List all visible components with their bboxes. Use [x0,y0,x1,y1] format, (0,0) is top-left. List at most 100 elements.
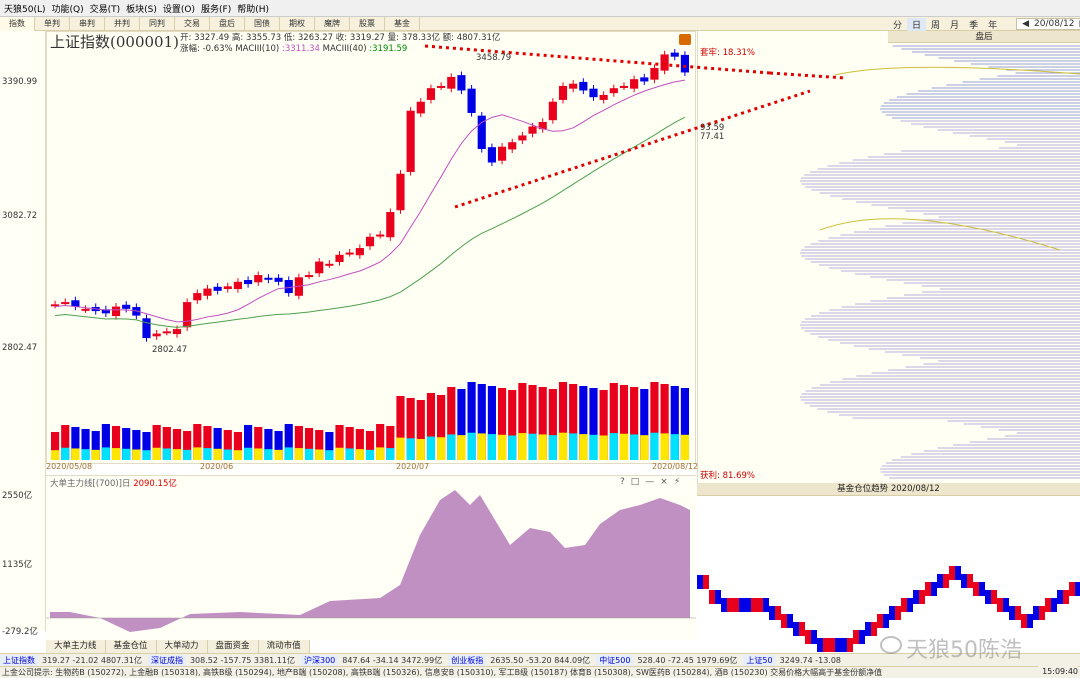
fund-step [841,638,847,652]
menu-item-trade[interactable]: 交易(T) [89,4,121,15]
tab-stocks[interactable]: 股票 [350,16,385,31]
candle-body [386,212,395,238]
fund-step [703,575,709,589]
settings-icon[interactable]: ⚡ [673,477,687,487]
volume-bar [670,386,679,460]
volume-bar-lower [447,434,456,460]
period-minute[interactable]: 分 [893,20,903,31]
fund-step [1069,582,1075,596]
tab-big-order-power[interactable]: 大单动力 [156,640,208,653]
fund-step [979,582,985,596]
maximize-icon[interactable]: □ [630,477,646,487]
period-day[interactable]: 日 [907,17,927,31]
fund-step [949,566,955,580]
profit-ratio: 获利: 81.69% [700,471,755,481]
tab-serial[interactable]: 串判 [70,16,105,31]
tab-index[interactable]: 指数 [0,16,35,31]
minimize-icon[interactable]: — [645,477,661,487]
menu-item-function[interactable]: 功能(Q) [51,4,84,15]
candle-body [71,300,80,307]
fund-step [907,598,913,612]
fund-step [865,622,871,636]
tab-magic[interactable]: 魔牌 [315,16,350,31]
volume-bar-lower [457,435,466,460]
candle-body [660,54,669,71]
tab-same[interactable]: 同判 [140,16,175,31]
volume-bar [91,431,100,460]
volume-bar [51,432,60,460]
volume-bar [254,427,263,460]
volume-bar [619,385,629,460]
tab-main-force-line[interactable]: 大单主力线 [46,640,106,653]
candle-body [254,275,263,283]
volume-bar-lower [172,449,182,460]
volume-bar [284,424,293,460]
candle-body [619,85,629,88]
fund-step [751,598,757,612]
volume-bar-lower [233,450,243,460]
quote-name-cyb[interactable]: 创业板指 [448,654,487,666]
tab-single[interactable]: 单判 [35,16,70,31]
fund-step [985,590,991,604]
quote-name-zz500[interactable]: 中证500 [596,654,634,666]
period-quarter[interactable]: 季 [969,20,979,31]
candle-body [355,248,364,256]
quote-vals-zz500: 528.40 -72.45 1979.69亿 [637,655,738,665]
fund-step [1039,606,1045,620]
volume-bar [203,426,212,460]
candle-body [447,76,456,89]
tab-float-market-value[interactable]: 流动市值 [258,640,310,653]
quote-name-sh[interactable]: 上证指数 [0,654,38,666]
quote-name-sz[interactable]: 深证成指 [147,654,186,666]
candle-body [680,54,689,73]
fund-step [943,574,949,588]
tab-parallel[interactable]: 并判 [105,16,140,31]
volume-bar [61,425,70,460]
volume-bar-lower [528,433,537,460]
candle-body [193,293,202,301]
volume-bar-lower [518,433,527,460]
lock-icon[interactable] [679,34,691,45]
menu-item-settings[interactable]: 设置(O) [162,4,195,15]
help-icon[interactable]: ? [620,477,631,487]
tab-fund-position[interactable]: 基金仓位 [105,640,157,653]
menu-item-sector[interactable]: 板块(S) [126,4,157,15]
volume-bar-lower [497,434,507,460]
menu-item-service[interactable]: 服务(F) [201,4,232,15]
tab-funds[interactable]: 基金 [385,16,420,31]
x-date-label: 2020/08/12 [652,462,698,471]
price-annotation: 77.41 [700,132,724,142]
quote-band: 上证指数 319.27 -21.02 4807.31亿 深证成指 308.52 -1… [0,653,1080,666]
quote-name-hs300[interactable]: 沪深300 [301,654,339,666]
quote-name-sz50[interactable]: 上证50 [743,654,776,666]
tab-after-hours[interactable]: 盘后 [210,16,245,31]
volume-bar-lower [558,432,568,460]
ma40-label: MACIII(40) [322,44,367,54]
volume-bar-lower [193,447,202,460]
menu-item-help[interactable]: 帮助(H) [237,4,269,15]
menu-item-app[interactable]: 天狼50(L) [4,4,46,15]
date-value: 20/08/12 [1034,19,1075,29]
volume-bar-lower [386,448,395,460]
candlestick-chart-panel[interactable] [46,31,696,464]
volume-bar [335,425,344,460]
candle-body [477,115,486,149]
period-week[interactable]: 周 [931,20,941,31]
tab-options[interactable]: 期权 [280,16,315,31]
volume-bar-lower [304,448,314,460]
tab-trade[interactable]: 交易 [175,16,210,31]
tab-bonds[interactable]: 国债 [245,16,280,31]
tab-market-capital[interactable]: 盘面资金 [207,640,259,653]
ma40-value: :3191.59 [369,44,408,54]
volume-bar-lower [51,450,60,460]
volume-bar-lower [61,447,70,460]
chip-curve [834,66,1080,76]
fund-step [925,582,931,596]
volume-bar [101,424,110,460]
period-month[interactable]: 月 [950,20,960,31]
period-year[interactable]: 年 [988,20,998,31]
close-icon[interactable]: × [660,477,674,487]
candle-body [376,234,385,237]
volume-bar-lower [589,434,598,460]
candle-body [325,263,334,266]
